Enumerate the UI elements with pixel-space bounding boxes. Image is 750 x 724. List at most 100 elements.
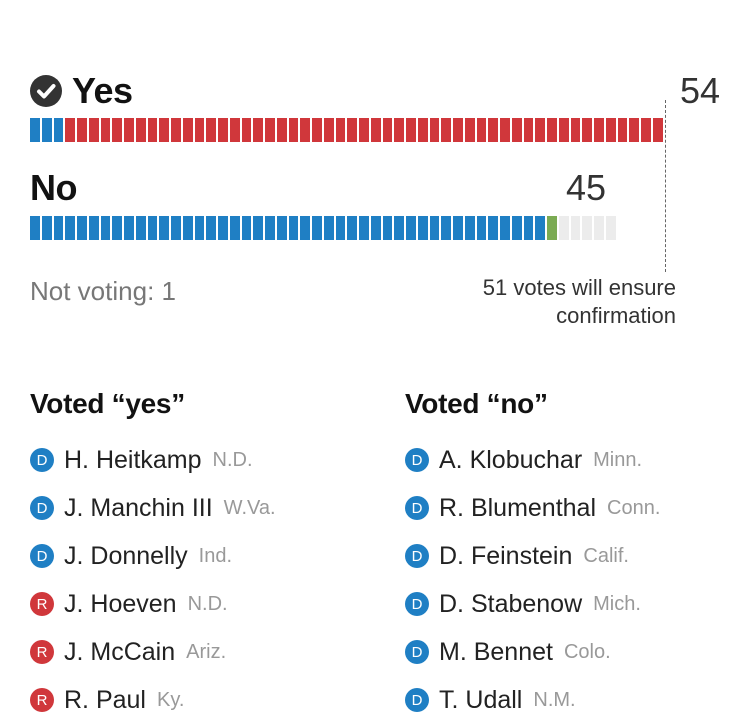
republican-seat-segment	[65, 118, 75, 142]
no-count: 45	[565, 167, 606, 208]
democrat-seat-segment	[406, 216, 416, 240]
democrat-seat-segment	[535, 216, 545, 240]
republican-seat-segment	[265, 118, 275, 142]
senator-name: A. Klobuchar	[439, 445, 583, 474]
republican-seat-segment	[288, 118, 299, 142]
democrat-seat-segment	[65, 216, 75, 240]
democrat-seat-segment	[218, 216, 228, 240]
republican-seat-segment	[300, 118, 310, 142]
republican-seat-segment	[594, 118, 604, 142]
democrat-seat-segment	[500, 216, 510, 240]
senator-row: D T. Udall N.M.	[405, 676, 660, 724]
democrat-badge: D	[405, 688, 429, 712]
republican-badge: R	[30, 592, 54, 616]
republican-seat-segment	[206, 118, 216, 142]
senator-state: Minn.	[593, 448, 643, 471]
republican-seat-segment	[476, 118, 487, 142]
democrat-seat-segment	[394, 216, 404, 240]
senator-row: D D. Stabenow Mich.	[405, 580, 660, 628]
democrat-seat-segment	[276, 216, 287, 240]
democrat-badge: D	[30, 496, 54, 520]
voted-yes-heading: Voted “yes”	[30, 388, 185, 419]
democrat-seat-segment	[265, 216, 275, 240]
republican-seat-segment	[323, 118, 334, 142]
republican-badge: R	[30, 640, 54, 664]
voted-no-list: D A. Klobuchar Minn. D R. Blumenthal Conn. D D.…	[405, 436, 660, 724]
republican-seat-segment	[441, 118, 451, 142]
senator-state: Ind.	[198, 544, 233, 567]
democrat-seat-segment	[147, 216, 158, 240]
republican-seat-segment	[370, 118, 381, 142]
democrat-seat-segment	[370, 216, 381, 240]
democrat-badge: D	[30, 448, 54, 472]
senator-name: J. Manchin III	[64, 493, 213, 522]
senator-state: Colo.	[563, 640, 611, 663]
republican-seat-segment	[347, 118, 357, 142]
democrat-seat-segment	[30, 216, 40, 240]
senator-name: D. Feinstein	[439, 541, 573, 570]
senator-name: J. Hoeven	[64, 589, 177, 618]
yes-label: Yes	[72, 70, 133, 111]
republican-seat-segment	[241, 118, 252, 142]
democrat-seat-segment	[88, 216, 99, 240]
republican-seat-segment	[253, 118, 263, 142]
democrat-seat-segment	[323, 216, 334, 240]
democrat-badge: D	[30, 544, 54, 568]
senator-name: R. Blumenthal	[439, 493, 597, 522]
senator-name: R. Paul	[64, 685, 146, 714]
republican-seat-segment	[641, 118, 651, 142]
democrat-seat-segment	[53, 118, 64, 142]
senator-name: H. Heitkamp	[64, 445, 202, 474]
republican-seat-segment	[535, 118, 545, 142]
republican-seat-segment	[124, 118, 134, 142]
democrat-seat-segment	[41, 216, 52, 240]
republican-seat-segment	[629, 118, 639, 142]
republican-seat-segment	[605, 118, 616, 142]
yes-count: 54	[679, 70, 720, 111]
democrat-seat-segment	[241, 216, 252, 240]
republican-seat-segment	[382, 118, 393, 142]
democrat-seat-segment	[100, 216, 111, 240]
not-voting-label: Not voting: 1	[30, 276, 176, 306]
democrat-badge: D	[405, 496, 429, 520]
senator-row: D J. Manchin III W.Va.	[30, 484, 276, 532]
senator-row: D J. Donnelly Ind.	[30, 532, 276, 580]
senator-state: N.D.	[187, 592, 228, 615]
republican-seat-segment	[194, 118, 205, 142]
republican-seat-segment	[429, 118, 440, 142]
republican-badge: R	[30, 688, 54, 712]
republican-seat-segment	[182, 118, 193, 142]
republican-seat-segment	[276, 118, 287, 142]
empty-seat-segment	[582, 216, 592, 240]
democrat-seat-segment	[194, 216, 205, 240]
democrat-seat-segment	[288, 216, 299, 240]
democrat-seat-segment	[382, 216, 393, 240]
democrat-seat-segment	[417, 216, 428, 240]
senator-state: N.D.	[212, 448, 253, 471]
senator-name: T. Udall	[439, 685, 523, 714]
empty-seat-segment	[605, 216, 616, 240]
empty-seat-segment	[594, 216, 604, 240]
democrat-seat-segment	[312, 216, 322, 240]
senator-row: D R. Blumenthal Conn.	[405, 484, 660, 532]
democrat-seat-segment	[429, 216, 440, 240]
senator-name: D. Stabenow	[439, 589, 583, 618]
republican-seat-segment	[417, 118, 428, 142]
democrat-seat-segment	[464, 216, 475, 240]
democrat-badge: D	[405, 544, 429, 568]
no-vote-bar	[30, 216, 618, 240]
republican-seat-segment	[500, 118, 510, 142]
senator-row: R J. Hoeven N.D.	[30, 580, 276, 628]
threshold-line	[665, 100, 666, 272]
senator-state: Ky.	[156, 688, 185, 711]
republican-seat-segment	[147, 118, 158, 142]
no-label: No	[30, 167, 78, 208]
checkmark-icon	[30, 75, 62, 107]
republican-seat-segment	[218, 118, 228, 142]
democrat-seat-segment	[77, 216, 87, 240]
democrat-seat-segment	[124, 216, 134, 240]
senator-row: R J. McCain Ariz.	[30, 628, 276, 676]
republican-seat-segment	[359, 118, 369, 142]
democrat-seat-segment	[347, 216, 357, 240]
democrat-seat-segment	[476, 216, 487, 240]
